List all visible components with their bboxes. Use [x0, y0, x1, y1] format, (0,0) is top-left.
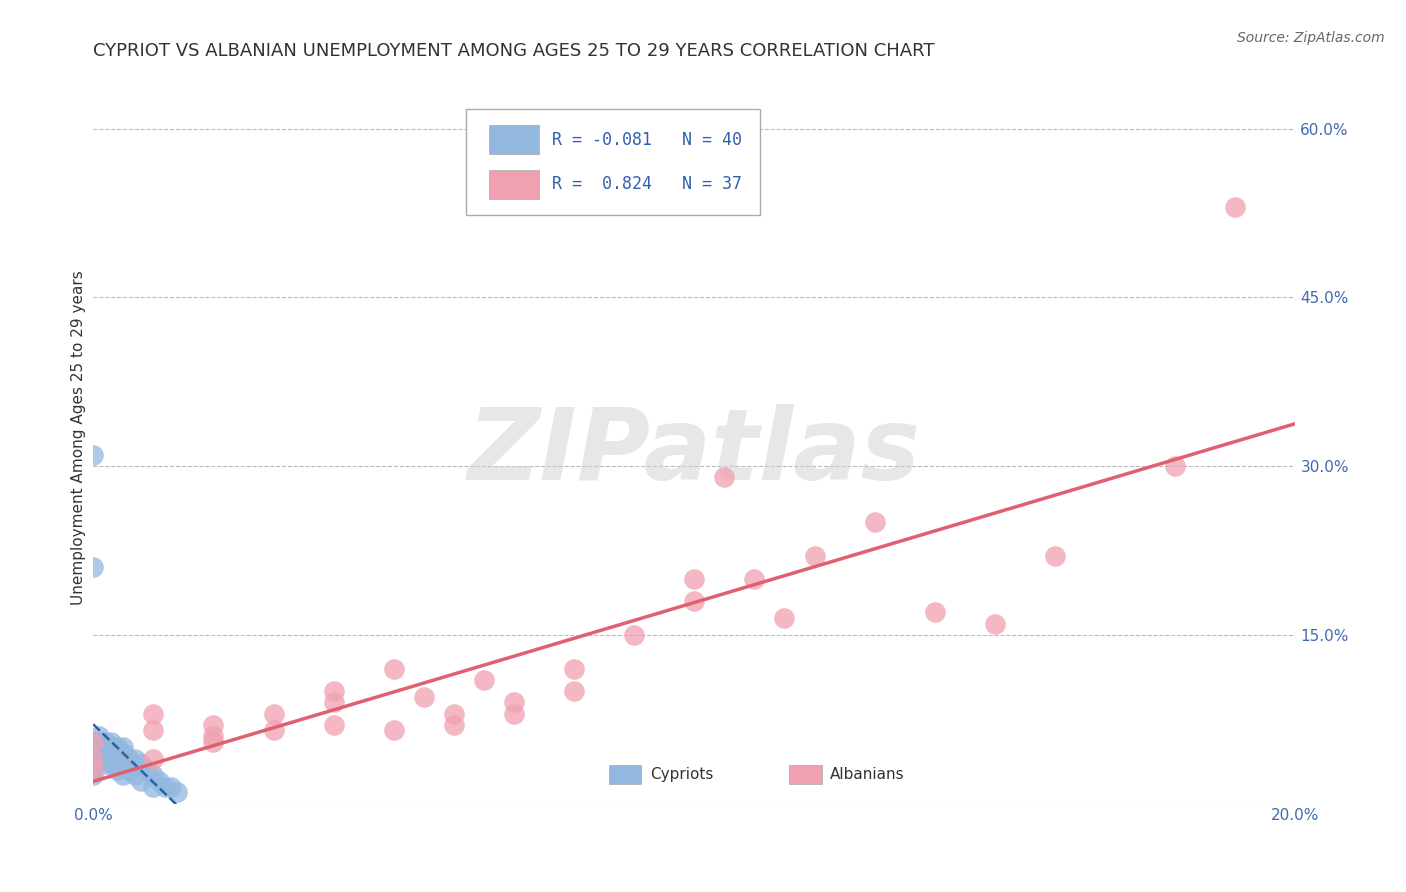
Point — [863, 516, 886, 530]
Point — [443, 706, 465, 721]
Point — [129, 774, 152, 789]
Point — [263, 723, 285, 738]
Point — [443, 718, 465, 732]
Point — [562, 684, 585, 698]
Text: R = -0.081   N = 40: R = -0.081 N = 40 — [553, 131, 742, 149]
Point — [142, 723, 165, 738]
Point — [82, 448, 104, 462]
Point — [382, 723, 405, 738]
Point — [382, 662, 405, 676]
Point — [683, 572, 706, 586]
Point — [89, 740, 111, 755]
Text: Albanians: Albanians — [830, 767, 905, 782]
Point — [472, 673, 495, 687]
Point — [82, 751, 104, 765]
Point — [1164, 459, 1187, 474]
Point — [112, 768, 135, 782]
Point — [118, 751, 141, 765]
Point — [129, 757, 152, 772]
Point — [118, 763, 141, 777]
Point — [112, 746, 135, 760]
Point — [89, 746, 111, 760]
Point — [124, 768, 146, 782]
Point — [105, 763, 128, 777]
Point — [1043, 549, 1066, 563]
Point — [94, 740, 117, 755]
Point — [713, 470, 735, 484]
Point — [94, 751, 117, 765]
Point — [623, 628, 645, 642]
Point — [142, 780, 165, 794]
Point — [94, 757, 117, 772]
Text: Cypriots: Cypriots — [650, 767, 713, 782]
Point — [82, 746, 104, 760]
Point — [82, 560, 104, 574]
Point — [82, 757, 104, 772]
Point — [124, 751, 146, 765]
Point — [562, 662, 585, 676]
Point — [89, 729, 111, 743]
FancyBboxPatch shape — [489, 125, 540, 154]
Point — [322, 718, 344, 732]
Point — [82, 735, 104, 749]
Point — [142, 768, 165, 782]
Point — [100, 740, 122, 755]
Point — [82, 735, 104, 749]
Point — [683, 594, 706, 608]
Point — [105, 740, 128, 755]
Point — [82, 751, 104, 765]
Point — [202, 718, 225, 732]
Point — [984, 616, 1007, 631]
Point — [744, 572, 766, 586]
Point — [155, 780, 177, 794]
Point — [82, 763, 104, 777]
Point — [142, 706, 165, 721]
Point — [322, 684, 344, 698]
Text: R =  0.824   N = 37: R = 0.824 N = 37 — [553, 175, 742, 194]
Point — [136, 763, 159, 777]
Point — [82, 768, 104, 782]
FancyBboxPatch shape — [489, 169, 540, 199]
Point — [202, 729, 225, 743]
Point — [100, 757, 122, 772]
Point — [166, 785, 188, 799]
Point — [89, 735, 111, 749]
Point — [160, 780, 183, 794]
Point — [100, 735, 122, 749]
Text: ZIPatlas: ZIPatlas — [468, 404, 921, 501]
Point — [412, 690, 434, 704]
Point — [202, 735, 225, 749]
Point — [803, 549, 825, 563]
FancyBboxPatch shape — [465, 109, 761, 215]
Point — [1225, 201, 1247, 215]
Point — [924, 606, 946, 620]
FancyBboxPatch shape — [789, 764, 821, 784]
Point — [263, 706, 285, 721]
FancyBboxPatch shape — [609, 764, 641, 784]
Point — [112, 740, 135, 755]
Point — [773, 611, 796, 625]
Y-axis label: Unemployment Among Ages 25 to 29 years: Unemployment Among Ages 25 to 29 years — [72, 270, 86, 606]
Point — [142, 751, 165, 765]
Text: CYPRIOT VS ALBANIAN UNEMPLOYMENT AMONG AGES 25 TO 29 YEARS CORRELATION CHART: CYPRIOT VS ALBANIAN UNEMPLOYMENT AMONG A… — [93, 42, 935, 60]
Point — [82, 763, 104, 777]
Point — [503, 706, 526, 721]
Text: Source: ZipAtlas.com: Source: ZipAtlas.com — [1237, 31, 1385, 45]
Point — [148, 774, 170, 789]
Point — [322, 695, 344, 709]
Point — [82, 740, 104, 755]
Point — [105, 746, 128, 760]
Point — [82, 735, 104, 749]
Point — [94, 735, 117, 749]
Point — [503, 695, 526, 709]
